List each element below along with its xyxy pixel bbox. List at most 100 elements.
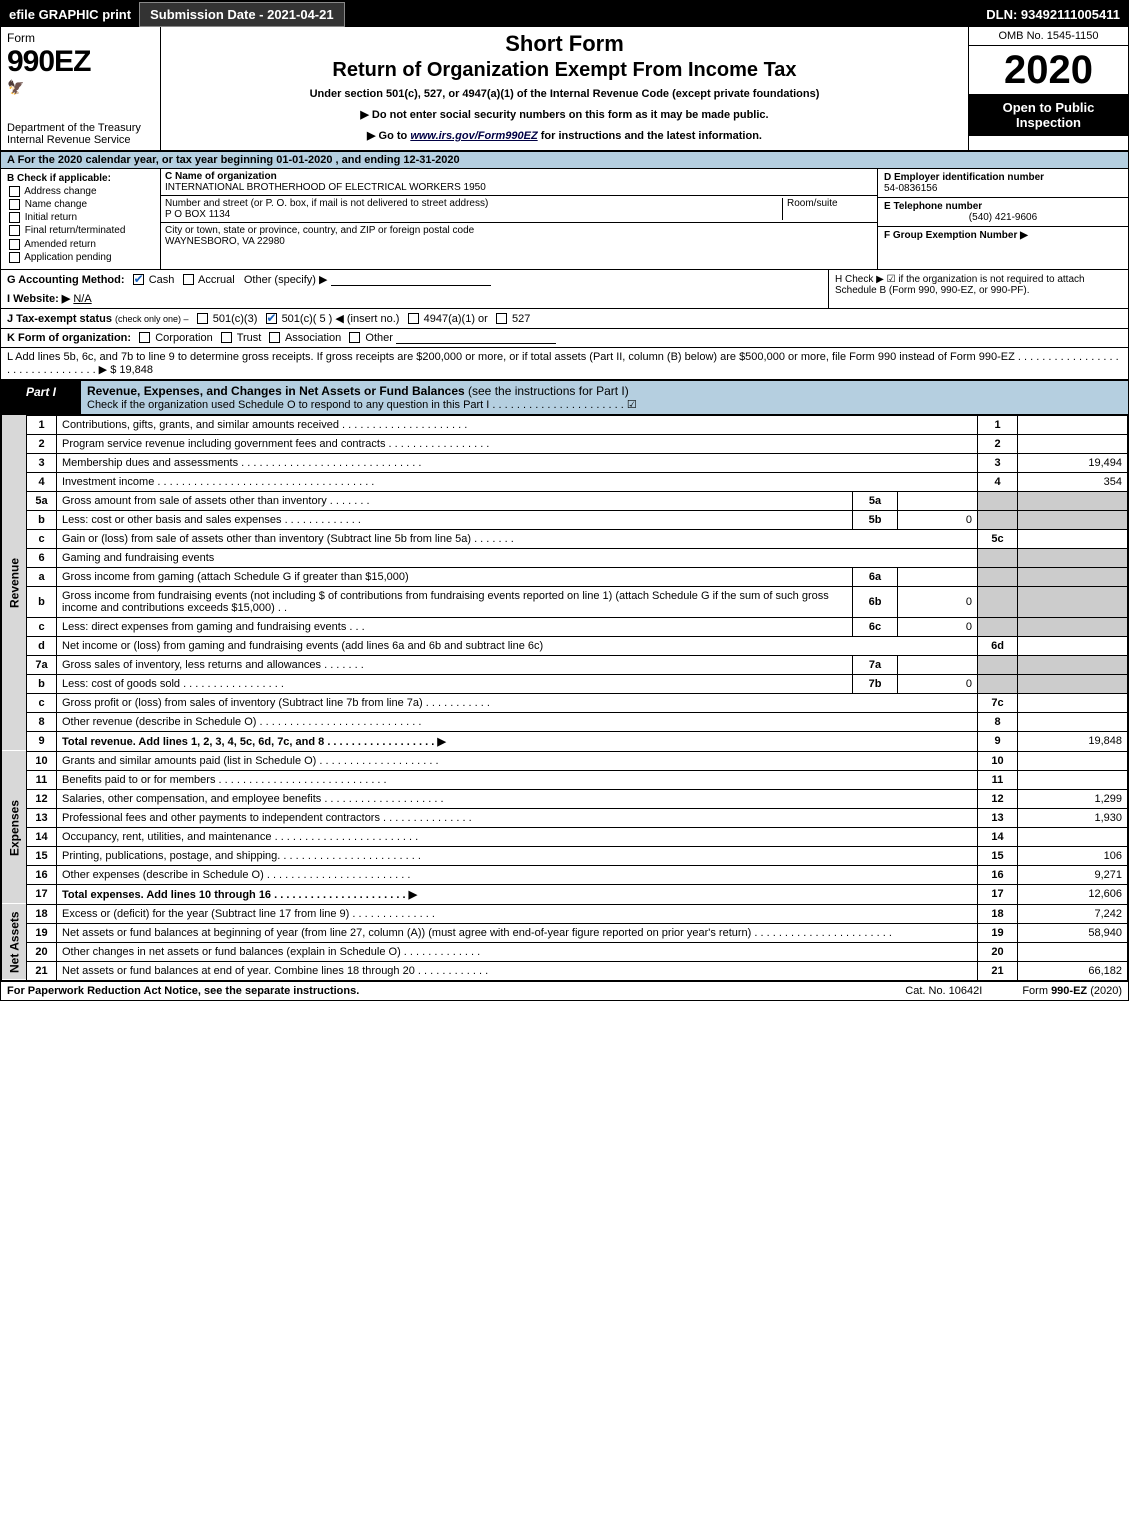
header-left: Form 990EZ 🦅 Department of the Treasury … [1, 27, 161, 150]
l10-d: Grants and similar amounts paid (list in… [57, 751, 978, 770]
l14-a [1018, 827, 1128, 846]
eagle-icon: 🦅 [7, 79, 154, 96]
C-city-block: City or town, state or province, country… [161, 223, 877, 249]
l11-n: 11 [27, 770, 57, 789]
row-5b: b Less: cost or other basis and sales ex… [2, 510, 1128, 529]
l6d-d: Net income or (loss) from gaming and fun… [57, 636, 978, 655]
row-7a: 7a Gross sales of inventory, less return… [2, 655, 1128, 674]
chk-application-pending[interactable]: Application pending [7, 252, 154, 263]
K-opt-0: Corporation [155, 332, 212, 344]
l4-d: Investment income . . . . . . . . . . . … [57, 472, 978, 491]
col-C: C Name of organization INTERNATIONAL BRO… [161, 169, 878, 269]
row-7c: c Gross profit or (loss) from sales of i… [2, 693, 1128, 712]
J-o3: 4947(a)(1) or [424, 313, 488, 325]
l15-d: Printing, publications, postage, and shi… [57, 846, 978, 865]
row-3: 3 Membership dues and assessments . . . … [2, 453, 1128, 472]
chk-initial-return[interactable]: Initial return [7, 212, 154, 223]
J-o4: 527 [512, 313, 530, 325]
irs-link[interactable]: www.irs.gov/Form990EZ [410, 130, 537, 142]
row-6b: b Gross income from fundraising events (… [2, 586, 1128, 617]
l9-a: 19,848 [1018, 731, 1128, 751]
l5a-n: 5a [27, 491, 57, 510]
l8-d: Other revenue (describe in Schedule O) .… [57, 712, 978, 731]
chk-cash[interactable] [133, 274, 144, 285]
l5c-d: Gain or (loss) from sale of assets other… [57, 529, 978, 548]
l20-rn: 20 [978, 942, 1018, 961]
partI-title-block: Revenue, Expenses, and Changes in Net As… [81, 381, 1128, 414]
efile-label: efile GRAPHIC print [1, 7, 139, 22]
partI-title-note: (see the instructions for Part I) [468, 384, 629, 398]
l21-a: 66,182 [1018, 961, 1128, 980]
l15-rn: 15 [978, 846, 1018, 865]
l6c-n: c [27, 617, 57, 636]
row-7b: b Less: cost of goods sold . . . . . . .… [2, 674, 1128, 693]
l6a-n: a [27, 567, 57, 586]
G-label: G Accounting Method: [7, 274, 125, 286]
B-opt-1: Name change [25, 199, 87, 210]
l7c-a [1018, 693, 1128, 712]
l6b-n: b [27, 586, 57, 617]
chk-assoc[interactable] [269, 332, 280, 343]
l6b-sc: 6b [853, 586, 898, 617]
H-block: H Check ▶ ☑ if the organization is not r… [828, 270, 1128, 308]
l12-rn: 12 [978, 789, 1018, 808]
l7b-d: Less: cost of goods sold . . . . . . . .… [57, 674, 853, 693]
l6a-shade2 [1018, 567, 1128, 586]
l7b-n: b [27, 674, 57, 693]
chk-other-org[interactable] [349, 332, 360, 343]
l18-rn: 18 [978, 904, 1018, 923]
chk-corp[interactable] [139, 332, 150, 343]
l17-d-text: Total expenses. Add lines 10 through 16 … [62, 889, 417, 901]
header-mid: Short Form Return of Organization Exempt… [161, 27, 968, 150]
J-o2: 501(c)( 5 ) ◀ (insert no.) [282, 313, 400, 325]
l6c-shade1 [978, 617, 1018, 636]
chk-amended-return[interactable]: Amended return [7, 239, 154, 250]
K-other-blank[interactable] [396, 333, 556, 344]
chk-527[interactable] [496, 313, 507, 324]
submission-date-button[interactable]: Submission Date - 2021-04-21 [139, 2, 345, 27]
chk-501c[interactable] [266, 313, 277, 324]
efile-print[interactable]: print [102, 7, 131, 22]
l8-rn: 8 [978, 712, 1018, 731]
l5a-sc: 5a [853, 491, 898, 510]
goto-post: for instructions and the latest informat… [538, 130, 762, 142]
l7a-sc: 7a [853, 655, 898, 674]
l7c-d: Gross profit or (loss) from sales of inv… [57, 693, 978, 712]
l7c-n: c [27, 693, 57, 712]
l21-rn: 21 [978, 961, 1018, 980]
l19-n: 19 [27, 923, 57, 942]
row-20: 20 Other changes in net assets or fund b… [2, 942, 1128, 961]
chk-name-change[interactable]: Name change [7, 199, 154, 210]
K-opt-2: Association [285, 332, 341, 344]
form-page: efile GRAPHIC print Submission Date - 20… [0, 0, 1129, 1001]
L-amount: 19,848 [119, 364, 153, 376]
G-block: G Accounting Method: Cash Accrual Other … [1, 270, 828, 308]
l20-a [1018, 942, 1128, 961]
l6b-sa: 0 [898, 586, 978, 617]
l17-d: Total expenses. Add lines 10 through 16 … [57, 884, 978, 904]
row-19: 19 Net assets or fund balances at beginn… [2, 923, 1128, 942]
row-6d: d Net income or (loss) from gaming and f… [2, 636, 1128, 655]
chk-address-change[interactable]: Address change [7, 186, 154, 197]
chk-final-return[interactable]: Final return/terminated [7, 225, 154, 236]
l6a-sc: 6a [853, 567, 898, 586]
chk-trust[interactable] [221, 332, 232, 343]
section-A-tax-year: A For the 2020 calendar year, or tax yea… [1, 152, 1128, 169]
chk-501c3[interactable] [197, 313, 208, 324]
header-right: OMB No. 1545-1150 2020 Open to Public In… [968, 27, 1128, 150]
l9-rn: 9 [978, 731, 1018, 751]
row-12: 12 Salaries, other compensation, and emp… [2, 789, 1128, 808]
K-opt-1: Trust [237, 332, 262, 344]
A-prefix: A For the 2020 calendar year, or tax yea… [7, 154, 276, 166]
l18-d: Excess or (deficit) for the year (Subtra… [57, 904, 978, 923]
l6d-a [1018, 636, 1128, 655]
omb-number: OMB No. 1545-1150 [969, 27, 1128, 46]
chk-accrual[interactable] [183, 274, 194, 285]
l7a-d: Gross sales of inventory, less returns a… [57, 655, 853, 674]
G-other-blank[interactable] [331, 275, 491, 286]
row-13: 13 Professional fees and other payments … [2, 808, 1128, 827]
chk-4947[interactable] [408, 313, 419, 324]
l2-a [1018, 434, 1128, 453]
short-form-title: Short Form [169, 31, 960, 57]
l5b-sa: 0 [898, 510, 978, 529]
